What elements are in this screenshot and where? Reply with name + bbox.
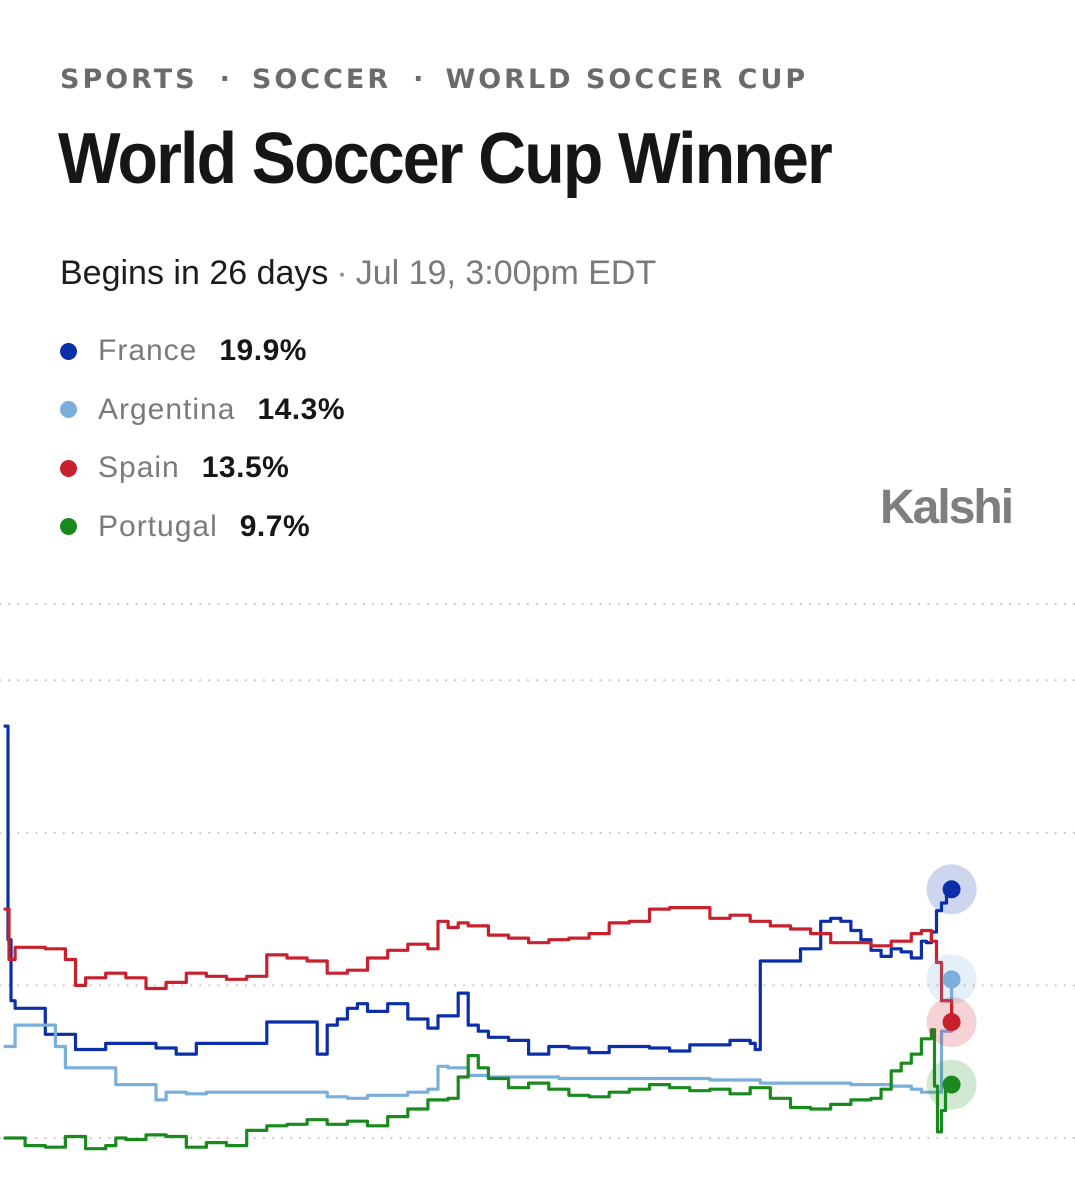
legend-value: 13.5%	[201, 451, 290, 485]
legend-dot-portugal	[60, 518, 77, 536]
price-history-chart[interactable]	[0, 560, 1075, 1160]
legend-name: Spain	[98, 451, 180, 485]
event-time: Begins in 26 days · Jul 19, 3:00pm EDT	[60, 254, 656, 293]
series-line-portugal	[3, 1028, 954, 1151]
end-marker-spain	[942, 1013, 961, 1032]
legend-dot-argentina	[60, 401, 77, 419]
kalshi-logo[interactable]: Kalshi	[880, 481, 1014, 534]
legend-item-portugal[interactable]: Portugal 9.7%	[60, 498, 345, 557]
legend-item-argentina[interactable]: Argentina 14.3%	[60, 381, 345, 440]
legend-dot-france	[60, 342, 77, 360]
series-line-spain	[3, 906, 954, 1024]
end-marker-france	[942, 880, 961, 899]
breadcrumb-separator: ·	[219, 64, 230, 95]
breadcrumb-item-sports[interactable]: SPORTS	[60, 64, 198, 95]
end-marker-portugal	[942, 1075, 961, 1094]
legend-item-spain[interactable]: Spain 13.5%	[60, 439, 345, 498]
legend-dot-spain	[60, 459, 77, 477]
page-title: World Soccer Cup Winner	[58, 119, 833, 199]
legend-value: 14.3%	[257, 392, 346, 426]
event-time-separator: ·	[336, 254, 348, 292]
end-marker-argentina	[942, 970, 961, 989]
legend: France 19.9% Argentina 14.3% Spain 13.5%…	[60, 322, 345, 556]
event-date: Jul 19, 3:00pm EDT	[355, 254, 657, 292]
legend-value: 9.7%	[239, 509, 311, 543]
series-line-france	[3, 724, 954, 1056]
breadcrumb-item-soccer[interactable]: SOCCER	[251, 64, 392, 95]
breadcrumb-separator: ·	[413, 64, 424, 95]
legend-value: 19.9%	[219, 334, 307, 368]
legend-name: France	[98, 334, 198, 368]
begins-countdown: Begins in 26 days	[60, 254, 329, 292]
series-line-argentina	[3, 977, 954, 1102]
legend-name: Portugal	[98, 509, 218, 543]
breadcrumb-item-world-soccer-cup[interactable]: WORLD SOCCER CUP	[445, 64, 809, 95]
breadcrumb: SPORTS · SOCCER · WORLD SOCCER CUP	[60, 64, 808, 95]
legend-item-france[interactable]: France 19.9%	[60, 322, 345, 381]
legend-name: Argentina	[98, 392, 236, 426]
